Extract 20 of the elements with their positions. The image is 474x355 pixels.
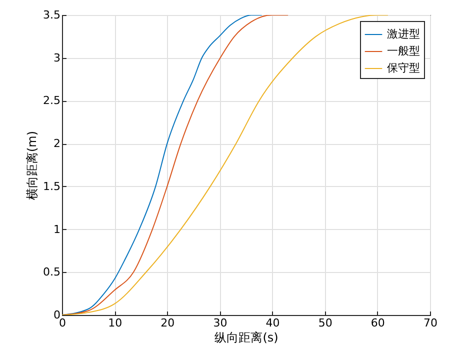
x-tick-label: 70 [424, 316, 438, 330]
x-tick-label: 40 [266, 316, 280, 330]
y-tick-label: 0 [54, 308, 60, 322]
x-tick-label: 20 [160, 316, 175, 330]
x-tick-label: 60 [370, 316, 385, 330]
x-tick-label: 30 [213, 316, 228, 330]
y-tick-label: 3.5 [43, 8, 60, 22]
x-tick-label: 50 [318, 316, 332, 330]
x-axis-title: 纵向距离(s) [214, 330, 278, 344]
y-tick-label: 2 [54, 137, 60, 150]
x-tick-label: 10 [108, 316, 122, 330]
legend-label: 保守型 [387, 62, 420, 74]
y-tick-label: 1 [54, 222, 60, 236]
y-axis-title: 横向距离(m) [25, 130, 40, 200]
y-tick-label: 1.5 [43, 180, 60, 193]
y-tick-label: 3 [54, 51, 60, 64]
legend-label: 激进型 [387, 28, 420, 40]
legend-label: 一般型 [387, 44, 420, 58]
y-tick-label: 0.5 [43, 266, 60, 279]
y-tick-label: 2.5 [43, 94, 60, 108]
